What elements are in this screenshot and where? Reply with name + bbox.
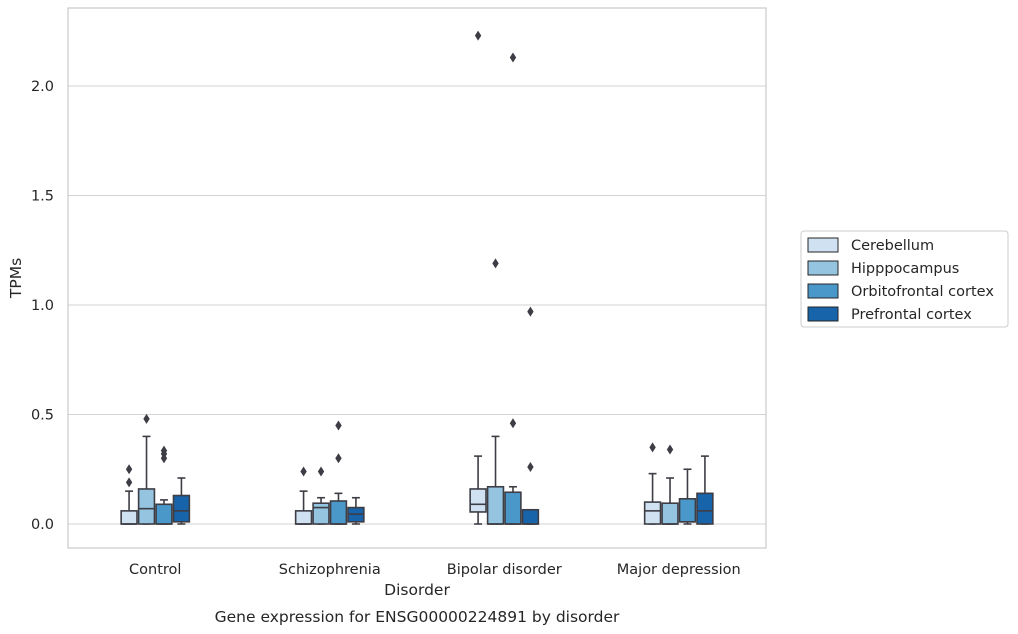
- outlier-point: [527, 306, 534, 317]
- y-tick-labels: 0.0 0.5 1.0 1.5 2.0: [31, 79, 54, 533]
- outlier-point: [335, 453, 342, 464]
- outlier-point: [335, 420, 342, 431]
- box-hipppocampus: [312, 466, 330, 525]
- iqr-box: [172, 494, 191, 523]
- iqr-box: [643, 501, 662, 525]
- legend-frame: [800, 230, 1009, 328]
- legend-swatch: [807, 260, 839, 276]
- outlier-point: [143, 413, 150, 424]
- box-hipppocampus: [661, 444, 679, 525]
- box-orbitofrontal-cortex: [678, 468, 697, 525]
- box-prefrontal-cortex: [172, 477, 191, 525]
- x-tick-label: Schizophrenia: [279, 562, 381, 578]
- outlier-point: [300, 466, 307, 477]
- outlier-point: [492, 258, 499, 269]
- y-tick-label: 0.5: [31, 408, 54, 424]
- iqr-box: [155, 503, 173, 525]
- legend: Cerebellum Hipppocampus Orbitofrontal cort…: [800, 230, 1009, 328]
- x-tick-label: Major depression: [617, 562, 741, 578]
- outlier-point: [649, 442, 656, 453]
- box-hipppocampus: [486, 258, 505, 525]
- iqr-box: [661, 502, 679, 525]
- outlier-point: [527, 462, 534, 473]
- outlier-point: [317, 466, 325, 477]
- legend-swatch: [807, 306, 839, 322]
- box-prefrontal-cortex: [696, 455, 714, 525]
- outlier-point: [125, 464, 133, 475]
- x-tick-label: Control: [129, 562, 181, 578]
- legend-label: Hipppocampus: [851, 261, 959, 277]
- iqr-box: [504, 491, 522, 525]
- y-tick-label: 1.5: [31, 189, 54, 205]
- box-prefrontal-cortex: [521, 306, 540, 525]
- legend-swatch: [807, 283, 839, 299]
- box-cerebellum: [120, 464, 138, 525]
- x-tick-label: Bipolar disorder: [447, 562, 562, 578]
- outlier-point: [160, 445, 168, 456]
- plot-background: [68, 8, 766, 548]
- y-axis-title: TPMs: [7, 258, 25, 299]
- chart-title: Gene expression for ENSG00000224891 by d…: [215, 608, 620, 626]
- x-tick-labels: Control Schizophrenia Bipolar disorder Majo…: [129, 562, 741, 578]
- iqr-box: [329, 500, 348, 525]
- y-tick-label: 2.0: [31, 79, 54, 95]
- iqr-box: [469, 488, 487, 513]
- y-tick-label: 0.0: [31, 517, 54, 533]
- outlier-point: [474, 30, 482, 41]
- box-orbitofrontal-cortex: [329, 420, 348, 525]
- iqr-box: [294, 510, 313, 525]
- outlier-point: [666, 444, 674, 455]
- x-axis-title: Disorder: [384, 581, 450, 599]
- iqr-box: [137, 488, 156, 525]
- box-prefrontal-cortex: [347, 496, 365, 525]
- iqr-box: [678, 498, 697, 523]
- box-hipppocampus: [137, 413, 156, 525]
- box-cerebellum: [643, 442, 662, 525]
- iqr-box: [120, 510, 138, 525]
- legend-swatch: [807, 237, 839, 253]
- iqr-box: [521, 508, 540, 525]
- iqr-box: [312, 502, 330, 525]
- y-tick-label: 1.0: [31, 298, 54, 314]
- box-cerebellum: [469, 30, 487, 525]
- legend-label: Cerebellum: [851, 238, 934, 254]
- box-orbitofrontal-cortex: [504, 52, 522, 525]
- legend-label: Orbitofrontal cortex: [851, 284, 994, 300]
- iqr-box: [486, 485, 505, 525]
- outlier-point: [509, 418, 517, 429]
- plot-frame: [67, 7, 767, 549]
- iqr-box: [696, 492, 714, 525]
- outlier-point: [125, 477, 133, 488]
- boxes: [120, 30, 714, 525]
- box-orbitofrontal-cortex: [155, 445, 173, 525]
- outlier-point: [509, 52, 517, 63]
- legend-label: Prefrontal cortex: [851, 307, 972, 323]
- box-cerebellum: [294, 466, 313, 525]
